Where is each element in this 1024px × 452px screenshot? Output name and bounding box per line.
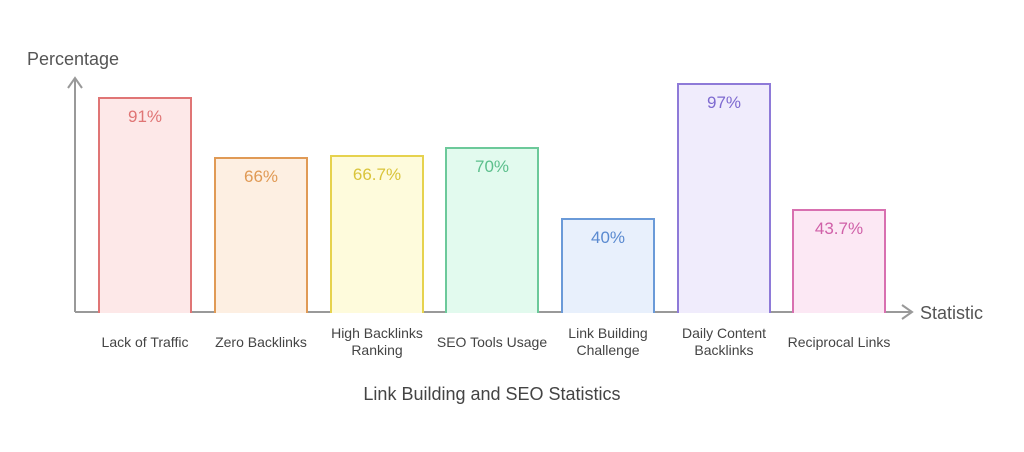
chart-title: Link Building and SEO Statistics (363, 384, 621, 404)
category-label: Reciprocal Links (787, 334, 891, 350)
bar: 70% (445, 147, 539, 313)
x-axis-label: Statistic (920, 303, 984, 323)
bar-value-label: 40% (590, 228, 626, 247)
bar: 91% (98, 97, 192, 313)
y-axis-label: Percentage (27, 49, 120, 69)
bar-value-label: 66% (243, 167, 279, 186)
bar: 66% (214, 157, 308, 313)
bar: 97% (677, 83, 771, 313)
bar: 66.7% (330, 155, 424, 313)
category-label: Zero Backlinks (215, 334, 307, 350)
bar-value-label: 43.7% (814, 219, 864, 238)
x-axis-arrow-icon (901, 304, 914, 320)
bar-value-label: 97% (706, 93, 742, 112)
bar-value-label: 70% (474, 157, 510, 176)
category-label: High Backlinks Ranking (331, 325, 423, 358)
bar-value-label: 91% (127, 107, 163, 126)
bar: 40% (561, 218, 655, 313)
category-label: SEO Tools Usage (436, 334, 548, 350)
category-label: Daily Content Backlinks (681, 325, 767, 358)
y-axis-arrow-icon (67, 76, 83, 89)
category-label: Lack of Traffic (101, 334, 189, 350)
category-label: Link Building Challenge (568, 325, 648, 358)
bar-value-label: 66.7% (352, 165, 402, 184)
bar: 43.7% (792, 209, 886, 313)
